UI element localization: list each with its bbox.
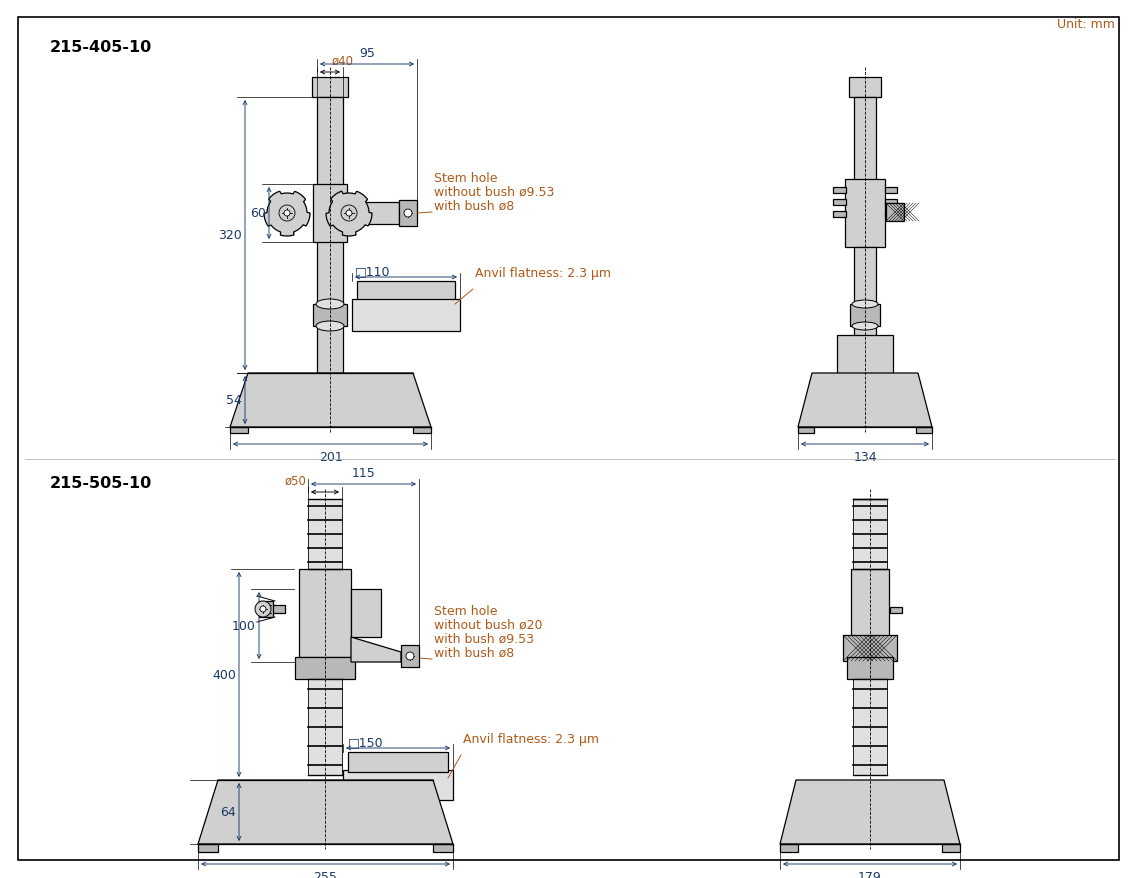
Polygon shape xyxy=(916,428,932,434)
Polygon shape xyxy=(308,680,342,775)
Polygon shape xyxy=(854,327,875,343)
Polygon shape xyxy=(854,248,875,305)
Text: Stem hole: Stem hole xyxy=(434,604,498,617)
Polygon shape xyxy=(198,844,218,852)
Circle shape xyxy=(406,652,414,660)
Text: 60: 60 xyxy=(250,207,266,220)
Text: 95: 95 xyxy=(359,47,375,60)
Text: Anvil flatness: 2.3 μm: Anvil flatness: 2.3 μm xyxy=(463,732,599,745)
Polygon shape xyxy=(885,200,897,205)
Polygon shape xyxy=(351,637,401,662)
Polygon shape xyxy=(259,601,273,617)
Polygon shape xyxy=(401,645,420,667)
Polygon shape xyxy=(347,203,399,225)
Circle shape xyxy=(279,205,294,222)
Polygon shape xyxy=(780,844,798,852)
Polygon shape xyxy=(847,658,893,680)
Circle shape xyxy=(341,205,357,222)
Text: Stem hole: Stem hole xyxy=(434,172,498,184)
Ellipse shape xyxy=(852,300,878,309)
Circle shape xyxy=(255,601,271,617)
Text: without bush ø20: without bush ø20 xyxy=(434,618,542,631)
Text: with bush ø9.53: with bush ø9.53 xyxy=(434,632,534,645)
Text: ø40: ø40 xyxy=(332,55,354,68)
Ellipse shape xyxy=(852,322,878,331)
Polygon shape xyxy=(313,305,347,327)
Text: with bush ø8: with bush ø8 xyxy=(434,646,514,659)
Polygon shape xyxy=(308,500,342,569)
Polygon shape xyxy=(264,192,310,237)
Text: 179: 179 xyxy=(858,870,882,878)
Polygon shape xyxy=(837,335,893,376)
Text: 115: 115 xyxy=(351,466,375,479)
Polygon shape xyxy=(271,605,285,614)
Polygon shape xyxy=(317,97,343,373)
Polygon shape xyxy=(326,192,372,237)
Text: 400: 400 xyxy=(213,668,236,681)
Circle shape xyxy=(346,211,352,217)
Text: □150: □150 xyxy=(348,735,383,748)
Polygon shape xyxy=(357,282,455,302)
Circle shape xyxy=(404,210,412,218)
Polygon shape xyxy=(890,608,902,614)
Polygon shape xyxy=(850,569,889,658)
Polygon shape xyxy=(885,188,897,194)
Polygon shape xyxy=(413,428,431,434)
Polygon shape xyxy=(845,180,885,248)
Text: 255: 255 xyxy=(314,870,338,878)
Polygon shape xyxy=(833,212,846,218)
Polygon shape xyxy=(198,781,453,844)
Polygon shape xyxy=(849,78,881,97)
Ellipse shape xyxy=(316,321,345,332)
Polygon shape xyxy=(313,184,347,242)
Polygon shape xyxy=(853,500,887,569)
Text: with bush ø8: with bush ø8 xyxy=(434,200,514,212)
Polygon shape xyxy=(854,97,875,198)
Text: ø50: ø50 xyxy=(284,474,306,487)
Text: Anvil flatness: 2.3 μm: Anvil flatness: 2.3 μm xyxy=(475,267,611,280)
Polygon shape xyxy=(833,188,846,194)
Polygon shape xyxy=(843,636,897,661)
Text: 54: 54 xyxy=(226,394,242,407)
Polygon shape xyxy=(433,844,453,852)
Text: 215-405-10: 215-405-10 xyxy=(50,40,152,55)
Polygon shape xyxy=(885,212,897,218)
Polygon shape xyxy=(230,373,431,428)
Polygon shape xyxy=(294,658,355,680)
Polygon shape xyxy=(798,428,814,434)
Polygon shape xyxy=(886,204,904,222)
Circle shape xyxy=(284,211,290,217)
Polygon shape xyxy=(853,680,887,775)
Polygon shape xyxy=(230,428,248,434)
Ellipse shape xyxy=(316,299,345,310)
Text: 320: 320 xyxy=(218,229,242,242)
Polygon shape xyxy=(833,200,846,205)
Text: 201: 201 xyxy=(318,450,342,464)
Polygon shape xyxy=(850,305,880,327)
Text: □110: □110 xyxy=(355,264,390,277)
Polygon shape xyxy=(351,589,381,637)
Polygon shape xyxy=(798,373,932,428)
Polygon shape xyxy=(299,569,351,658)
Text: 100: 100 xyxy=(232,619,256,632)
Text: 134: 134 xyxy=(853,450,877,464)
Polygon shape xyxy=(312,78,348,97)
Polygon shape xyxy=(343,770,453,800)
Polygon shape xyxy=(780,781,960,844)
Polygon shape xyxy=(399,201,417,227)
Text: 64: 64 xyxy=(221,806,236,818)
Text: without bush ø9.53: without bush ø9.53 xyxy=(434,186,555,198)
Polygon shape xyxy=(348,752,448,772)
Text: 215-505-10: 215-505-10 xyxy=(50,476,152,491)
Circle shape xyxy=(260,607,266,612)
Polygon shape xyxy=(941,844,960,852)
Polygon shape xyxy=(352,299,460,332)
Text: Unit: mm: Unit: mm xyxy=(1057,18,1115,31)
